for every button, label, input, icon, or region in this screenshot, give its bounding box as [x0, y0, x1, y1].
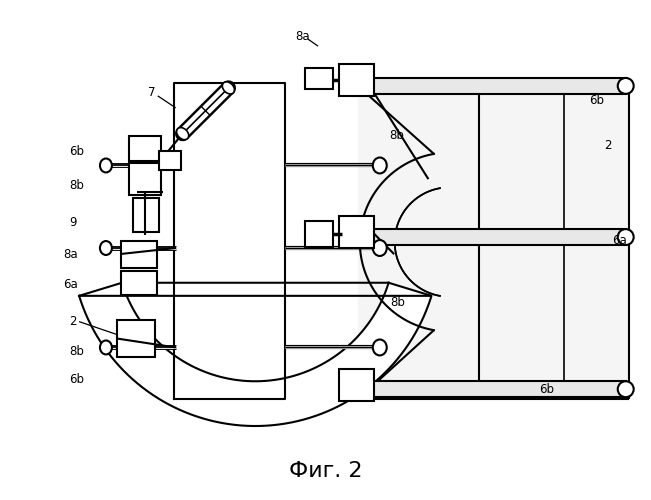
- Text: 6a: 6a: [612, 234, 626, 246]
- Bar: [117, 320, 155, 358]
- Ellipse shape: [100, 340, 112, 354]
- Bar: [339, 216, 374, 248]
- Text: 9: 9: [69, 216, 77, 228]
- Bar: [305, 68, 333, 89]
- Text: 6a: 6a: [63, 278, 78, 291]
- Text: 2: 2: [604, 139, 611, 152]
- Text: 8b: 8b: [391, 296, 406, 309]
- Ellipse shape: [373, 158, 387, 174]
- Bar: [121, 271, 157, 294]
- Bar: [339, 370, 374, 401]
- Text: 6b: 6b: [69, 145, 84, 158]
- Text: 6b: 6b: [539, 382, 554, 396]
- Bar: [362, 382, 626, 397]
- Bar: [121, 241, 157, 268]
- Ellipse shape: [618, 382, 633, 397]
- Text: 6b: 6b: [589, 94, 604, 108]
- Ellipse shape: [618, 229, 633, 245]
- Ellipse shape: [100, 158, 112, 172]
- Text: 8b: 8b: [390, 129, 405, 142]
- Text: 6b: 6b: [69, 373, 84, 386]
- Bar: [305, 221, 333, 247]
- Bar: [133, 198, 159, 232]
- Ellipse shape: [373, 240, 387, 256]
- Text: 7: 7: [148, 86, 155, 100]
- Ellipse shape: [356, 78, 368, 94]
- Polygon shape: [358, 86, 629, 399]
- Bar: [362, 78, 626, 94]
- Text: 8a: 8a: [295, 30, 310, 43]
- Ellipse shape: [100, 241, 112, 255]
- Ellipse shape: [176, 128, 189, 140]
- Text: 8b: 8b: [69, 179, 84, 192]
- Bar: [339, 64, 374, 96]
- Bar: [362, 229, 626, 245]
- Ellipse shape: [618, 78, 633, 94]
- Bar: [129, 164, 161, 196]
- Bar: [159, 150, 180, 171]
- Text: Фиг. 2: Фиг. 2: [289, 461, 362, 481]
- Ellipse shape: [373, 340, 387, 355]
- Text: 2: 2: [69, 315, 77, 328]
- Text: 8a: 8a: [63, 248, 77, 262]
- Ellipse shape: [356, 382, 368, 397]
- Text: 8b: 8b: [69, 345, 84, 358]
- Bar: [129, 136, 161, 160]
- Ellipse shape: [223, 82, 234, 94]
- Polygon shape: [174, 83, 285, 399]
- Polygon shape: [79, 282, 432, 426]
- Ellipse shape: [356, 229, 368, 245]
